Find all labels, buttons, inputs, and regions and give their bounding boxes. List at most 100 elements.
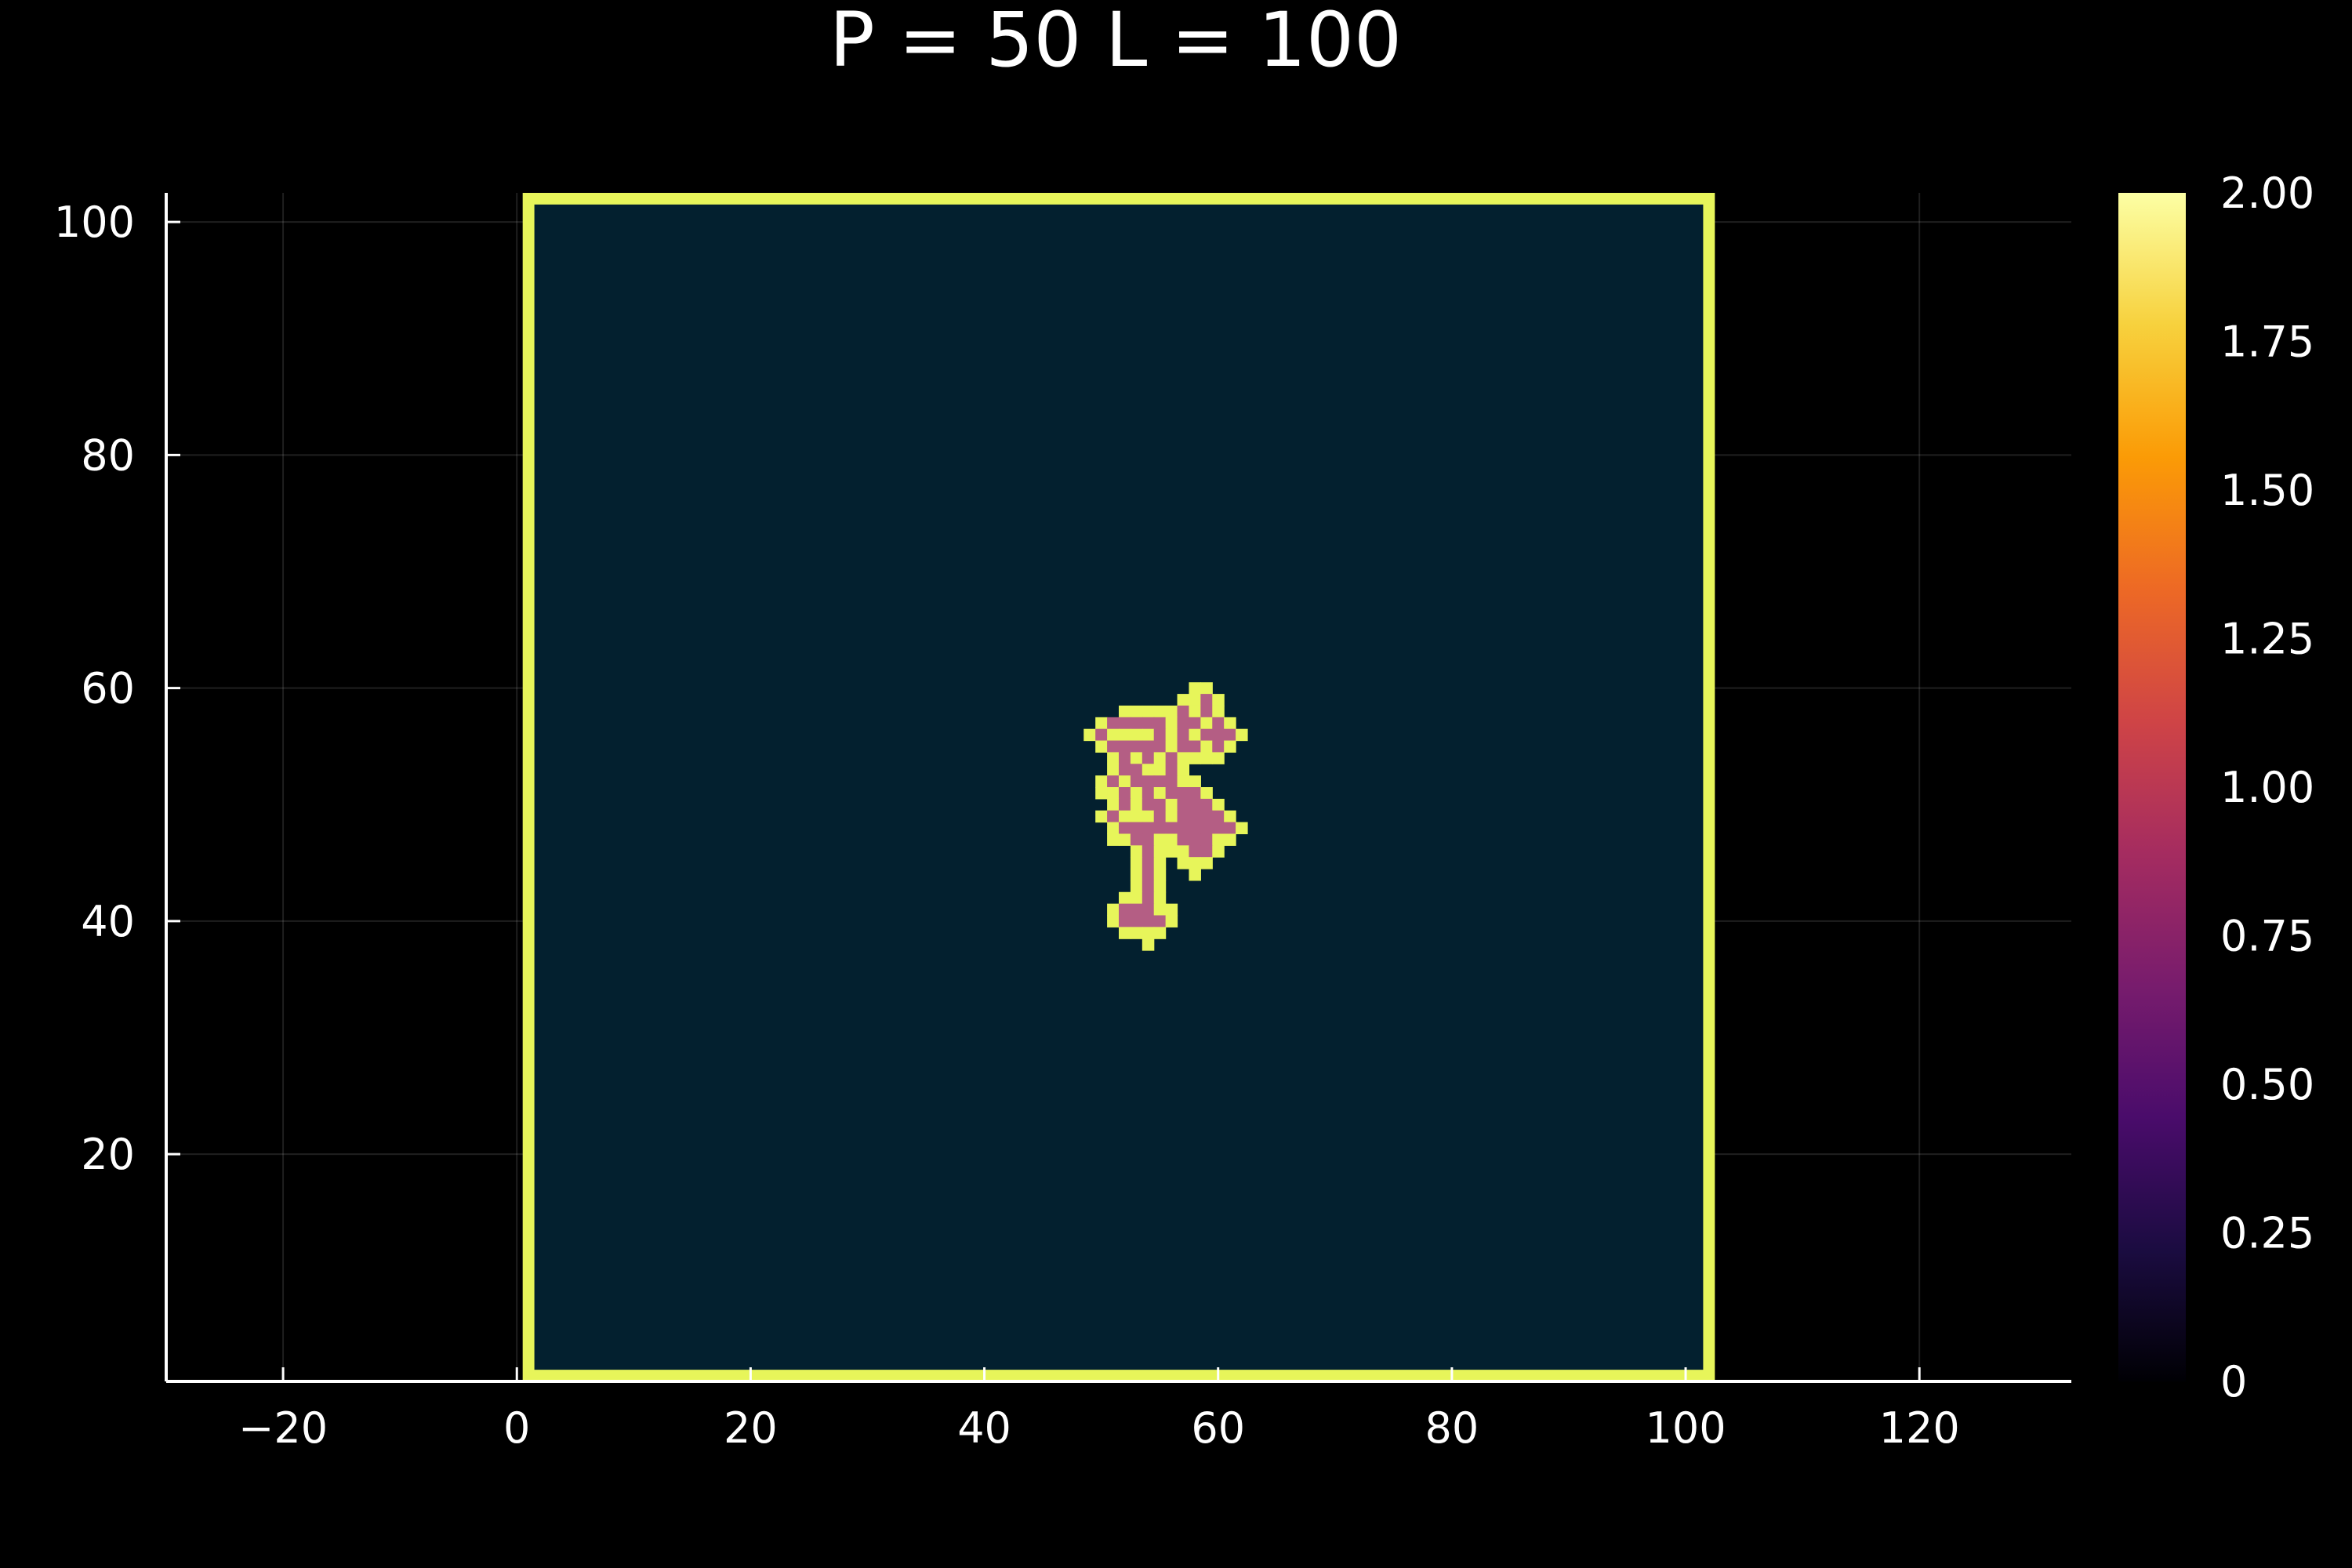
cluster-cell (1130, 880, 1143, 893)
cluster-cell (1153, 880, 1167, 893)
cluster-cell (1153, 869, 1167, 881)
cluster-cell (1153, 752, 1167, 764)
cluster-cell (1142, 915, 1155, 927)
cluster-cell (1212, 728, 1225, 742)
cluster-cell (1165, 833, 1178, 846)
cluster-cell (1189, 857, 1201, 869)
cluster-cell (1177, 775, 1190, 788)
cluster-cell (1200, 728, 1213, 742)
cluster-cell (1130, 764, 1143, 776)
colorbar-gradient (2118, 193, 2186, 1381)
cluster-cell (1095, 728, 1108, 742)
colorbar-tick-label: 1.75 (2220, 318, 2314, 367)
x-tick-label: 0 (503, 1403, 530, 1453)
cluster-cell (1119, 775, 1131, 788)
colorbar-tick-label: 0.75 (2220, 912, 2314, 961)
cluster-cell (1142, 752, 1155, 764)
cluster-cell (1189, 740, 1201, 753)
cluster-cell (1165, 740, 1178, 753)
cluster-cell (1212, 798, 1225, 811)
cluster-cell (1200, 694, 1213, 706)
x-tick-label: 80 (1425, 1403, 1479, 1453)
cluster-cell (1142, 787, 1155, 800)
cluster-cell (1130, 787, 1143, 800)
cluster-cell (1200, 822, 1213, 835)
cluster-cell (1165, 705, 1178, 718)
cluster-cell (1224, 717, 1236, 730)
colorbar-tick-label: 2.00 (2220, 169, 2314, 218)
cluster-cell (1119, 927, 1131, 939)
cluster-cell (1153, 740, 1167, 753)
y-tick-label: 40 (81, 897, 135, 946)
cluster-cell (1107, 822, 1120, 835)
chart-title: P = 50 L = 100 (829, 0, 1402, 84)
cluster-cell (1095, 717, 1108, 730)
cluster-cell (1189, 705, 1201, 718)
cluster-cell (1107, 915, 1120, 927)
x-tick-label: 120 (1879, 1403, 1960, 1453)
cluster-cell (1189, 798, 1201, 811)
y-tick-label: 20 (81, 1130, 135, 1179)
cluster-cell (1165, 787, 1178, 800)
cluster-cell (1200, 787, 1213, 800)
cluster-cell (1189, 775, 1201, 788)
cluster-cell (1177, 752, 1190, 764)
cluster-cell (1130, 798, 1143, 811)
cluster-cell (1107, 798, 1120, 811)
cluster-cell (1212, 822, 1225, 835)
cluster-cell (1142, 927, 1155, 939)
cluster-cell (1119, 787, 1131, 800)
cluster-cell (1130, 775, 1143, 788)
cluster-cell (1212, 717, 1225, 730)
cluster-cell (1189, 810, 1201, 823)
cluster-cell (1153, 810, 1167, 823)
cluster-cell (1130, 705, 1143, 718)
cluster-cell (1107, 810, 1120, 823)
x-tick-label: 40 (957, 1403, 1011, 1453)
colorbar-tick-label: 1.50 (2220, 466, 2314, 515)
cluster-cell (1189, 822, 1201, 835)
cluster-cell (1224, 728, 1236, 742)
cluster-cell (1153, 915, 1167, 927)
cluster-cell (1119, 728, 1131, 742)
cluster-cell (1107, 903, 1120, 916)
cluster-cell (1200, 845, 1213, 858)
cluster-cell (1107, 740, 1120, 753)
cluster-cell (1119, 764, 1131, 776)
cluster-cell (1095, 810, 1108, 823)
cluster-cell (1107, 728, 1120, 742)
cluster-cell (1153, 787, 1167, 800)
cluster-cell (1153, 927, 1167, 939)
cluster-cell (1177, 740, 1190, 753)
cluster-cell (1119, 891, 1131, 905)
cluster-cell (1165, 903, 1178, 916)
cluster-cell (1189, 752, 1201, 764)
cluster-cell (1119, 705, 1131, 718)
cluster-cell (1153, 717, 1167, 730)
cluster-cell (1212, 705, 1225, 718)
cluster-cell (1142, 857, 1155, 869)
cluster-cell (1153, 798, 1167, 811)
cluster-cell (1165, 845, 1178, 858)
cluster-cell (1142, 728, 1155, 742)
cluster-cell (1200, 857, 1213, 869)
cluster-cell (1153, 775, 1167, 788)
cluster-cell (1119, 752, 1131, 764)
cluster-cell (1153, 822, 1167, 835)
cluster-cell (1212, 845, 1225, 858)
cluster-cell (1119, 903, 1131, 916)
cluster-cell (1165, 822, 1178, 835)
cluster-cell (1236, 728, 1248, 742)
cluster-cell (1130, 903, 1143, 916)
colorbar-tick-label: 0 (2220, 1357, 2247, 1406)
cluster-cell (1107, 833, 1120, 846)
cluster-cell (1200, 682, 1213, 695)
colorbar-tick-label: 1.00 (2220, 763, 2314, 812)
cluster-cell (1119, 810, 1131, 823)
y-tick-label: 60 (81, 664, 135, 713)
cluster-cell (1119, 740, 1131, 753)
plot-axes: −20 0 20 40 60 80 100 120 20 40 60 80 100 (54, 193, 2071, 1453)
cluster-cell (1119, 822, 1131, 835)
cluster-cell (1177, 787, 1190, 800)
cluster-cell (1142, 798, 1155, 811)
